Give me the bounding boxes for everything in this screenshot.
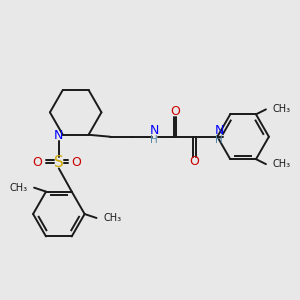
Text: S: S — [54, 155, 64, 170]
Text: O: O — [190, 155, 200, 168]
Text: CH₃: CH₃ — [103, 213, 122, 223]
Text: H: H — [215, 135, 223, 145]
Text: CH₃: CH₃ — [273, 104, 291, 114]
Text: O: O — [32, 156, 42, 169]
Text: CH₃: CH₃ — [273, 159, 291, 169]
Text: H: H — [150, 135, 158, 145]
Text: O: O — [72, 156, 82, 169]
Text: N: N — [215, 124, 224, 137]
Text: O: O — [170, 106, 180, 118]
Text: N: N — [54, 129, 64, 142]
Text: CH₃: CH₃ — [9, 183, 27, 193]
Text: N: N — [149, 124, 159, 137]
